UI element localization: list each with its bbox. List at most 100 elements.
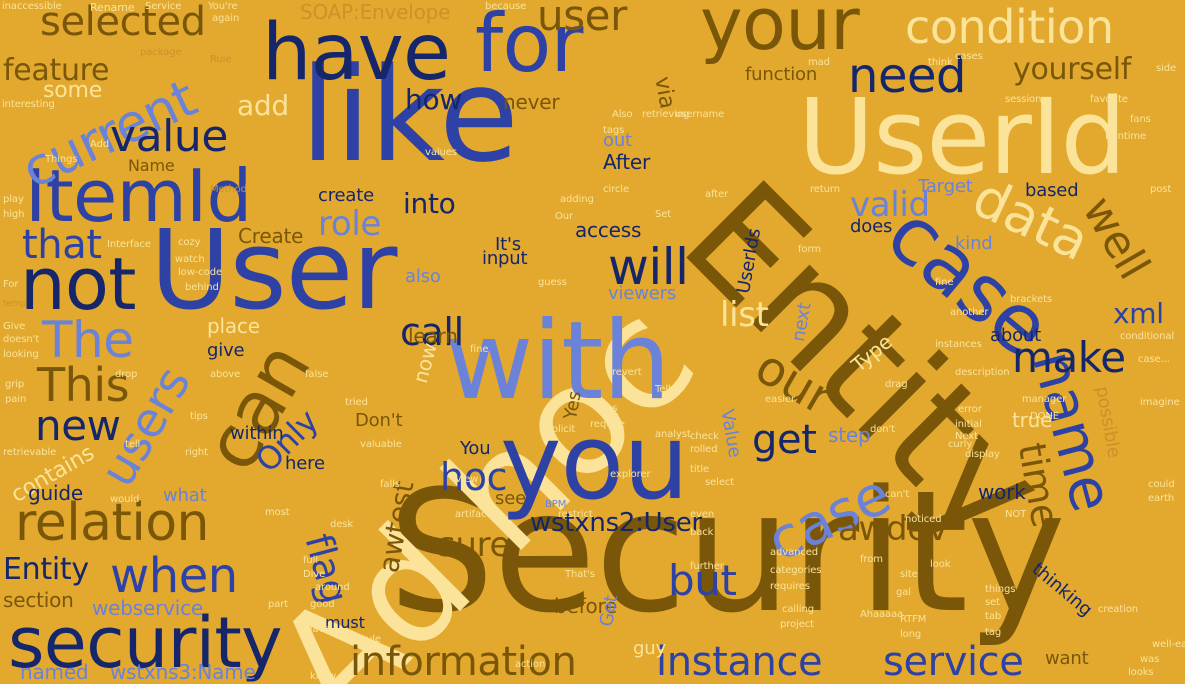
filler-word: retrieving — [642, 109, 690, 120]
word-get: get — [752, 417, 817, 463]
filler-word: temp — [3, 299, 27, 309]
filler-word: Our — [555, 211, 574, 222]
word-out: out — [603, 130, 632, 151]
word-awdev: awdev — [838, 509, 948, 549]
filler-word: interesting — [2, 99, 55, 110]
filler-word: revert — [612, 367, 642, 378]
word-named: named — [20, 660, 89, 684]
filler-word: false — [305, 369, 329, 380]
word-that: that — [22, 222, 102, 268]
filler-word: retrievable — [3, 447, 57, 458]
word-never: never — [503, 90, 560, 114]
word-itemid: ItemId — [25, 154, 252, 238]
word-your: your — [700, 0, 860, 66]
filler-word: title — [690, 464, 710, 475]
filler-word: most — [265, 507, 290, 518]
word-give: give — [207, 340, 245, 361]
filler-word: package — [140, 47, 182, 58]
word-name-cap: Name — [128, 156, 175, 175]
filler-word: calling — [782, 604, 814, 615]
filler-word: adding — [560, 194, 594, 205]
filler-word: RTFM — [900, 614, 927, 625]
filler-word: cozy — [178, 237, 201, 248]
word-make: make — [1012, 333, 1126, 382]
filler-word: restrict — [558, 509, 593, 520]
filler-word: high — [3, 209, 25, 220]
filler-word: check — [690, 431, 719, 442]
word-guide: guide — [28, 481, 83, 505]
filler-word: from — [860, 554, 883, 565]
filler-word: Have — [305, 624, 331, 635]
filler-word: guess — [538, 277, 567, 288]
word-create: create — [318, 185, 375, 206]
word-place: place — [207, 314, 260, 338]
word-call: call — [400, 310, 464, 354]
word-for: for — [475, 0, 583, 90]
word-guy: guy — [633, 638, 666, 659]
filler-word: You're — [208, 1, 238, 12]
filler-word: Dive — [303, 569, 326, 580]
filler-word: brackets — [1010, 294, 1053, 305]
word-but: but — [668, 556, 737, 605]
filler-word: Give — [3, 321, 26, 332]
word-not: not — [20, 242, 136, 326]
filler-word: long — [900, 629, 922, 640]
word-like: like — [300, 39, 519, 191]
word-security-large: Security — [388, 454, 1066, 650]
filler-word: Rename — [90, 1, 135, 14]
filler-word: would — [110, 494, 140, 505]
word-some: some — [43, 78, 103, 103]
filler-word: explicit — [540, 424, 576, 435]
filler-word: earth — [1148, 493, 1175, 504]
word-wstxns2-user: wstxns2:User — [530, 508, 702, 538]
filler-word: pain — [5, 394, 27, 405]
word-dont: Don't — [355, 410, 403, 431]
filler-word: return — [810, 184, 840, 195]
word-about: about — [990, 325, 1042, 346]
word-yourself: yourself — [1013, 52, 1132, 87]
word-true: true — [1012, 408, 1053, 432]
filler-word: could — [1148, 479, 1175, 490]
filler-word: grip — [5, 379, 25, 390]
filler-word: cases — [955, 51, 983, 62]
filler-word: was — [1140, 654, 1160, 665]
word-based: based — [1025, 180, 1079, 201]
filler-word: explorer — [610, 469, 651, 480]
word-what: what — [163, 485, 207, 506]
filler-word: because — [485, 1, 527, 12]
filler-word: analyst — [655, 429, 691, 440]
filler-word: select — [705, 477, 735, 488]
filler-word: description — [955, 367, 1010, 378]
filler-word: That's — [565, 569, 595, 580]
filler-word: Also — [612, 109, 633, 120]
filler-word: Method — [210, 184, 247, 195]
filler-word: right — [185, 447, 208, 458]
filler-word: case... — [1138, 354, 1170, 365]
filler-word: fans — [1130, 114, 1151, 125]
filler-word: Service — [145, 1, 182, 12]
word-userid: UserId — [798, 76, 1127, 198]
filler-word: site — [900, 569, 918, 580]
filler-word: Ahaaaaa — [860, 609, 904, 620]
filler-word: another — [950, 307, 989, 318]
word-value-small: Value — [716, 407, 746, 460]
filler-word: know — [310, 671, 337, 682]
word-relation: relation — [15, 493, 210, 553]
word-need: need — [848, 48, 967, 104]
filler-word: low-code — [178, 267, 222, 278]
filler-word: curly — [948, 439, 973, 450]
filler-word: Add — [90, 139, 110, 150]
filler-word: Interface — [107, 239, 151, 250]
filler-word: above — [210, 369, 241, 380]
filler-word: Rule — [210, 54, 232, 65]
word-webservice: webservice — [92, 596, 203, 620]
filler-word: Next — [955, 431, 978, 442]
word-before: before — [554, 594, 618, 618]
word-entity-small: Entity — [3, 552, 89, 587]
filler-word: manager — [1022, 394, 1067, 405]
filler-word: For — [3, 279, 19, 290]
word-well: well — [1072, 188, 1160, 288]
filler-word: conditional — [1120, 331, 1175, 342]
word-into: into — [403, 187, 456, 220]
